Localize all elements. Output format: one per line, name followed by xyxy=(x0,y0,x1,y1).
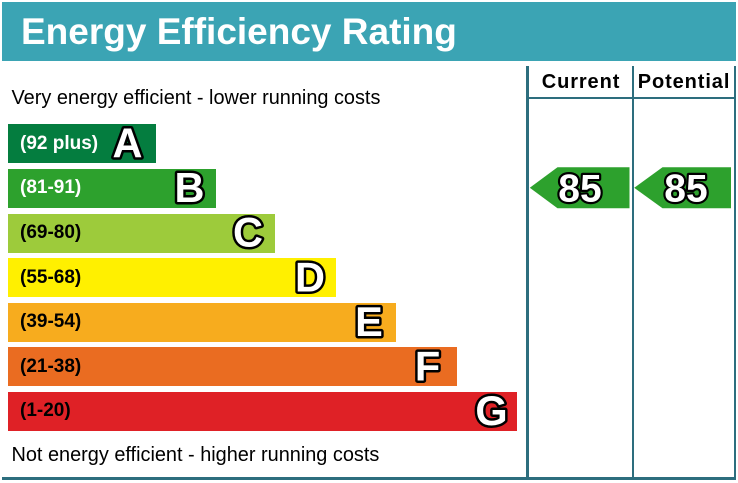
svg-text:85: 85 xyxy=(558,167,601,210)
svg-text:A: A xyxy=(113,120,143,167)
svg-text:C: C xyxy=(233,209,263,256)
svg-text:B: B xyxy=(175,164,205,211)
svg-text:85: 85 xyxy=(664,167,707,210)
svg-text:D: D xyxy=(295,253,325,300)
svg-text:E: E xyxy=(355,298,383,345)
svg-text:G: G xyxy=(475,387,507,434)
svg-text:F: F xyxy=(415,343,440,390)
